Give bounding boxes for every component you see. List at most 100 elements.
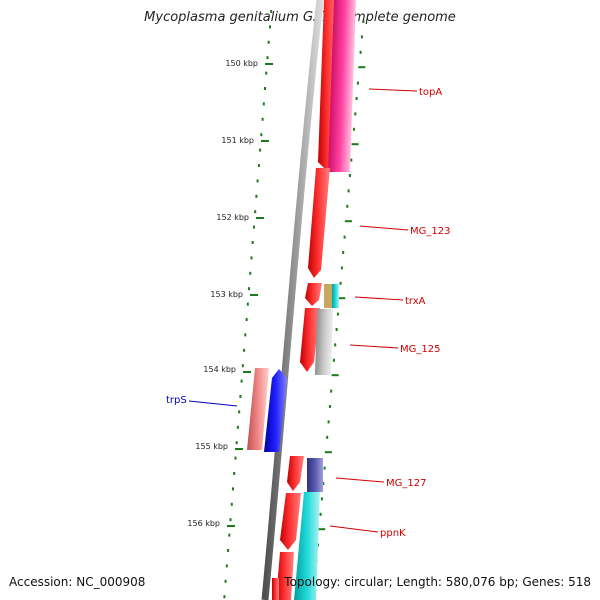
tick-dot [241,364,244,368]
gene-ppnK-block[interactable] [272,492,320,600]
outer-major-tick [324,451,332,454]
outer-tick-dot [355,97,358,100]
kbp-scale: 150 kbp 151 kbp 152 kbp 153 kbp 154 kbp … [187,59,273,528]
tick-dot [246,302,249,306]
gene-labels: topA MG_123 trxA MG_125 trpS MG_127 ppnK [166,87,450,539]
outer-tick-dot [332,358,335,362]
tick-label: 151 kbp [221,136,254,145]
outer-major-tick [344,220,352,223]
tick-dot [249,271,252,275]
tick-155: 155 kbp [195,442,243,451]
tick-label: 154 kbp [203,365,236,374]
tick-dot [229,518,232,522]
outer-tick-dot [322,482,325,485]
tick-dot [264,87,266,90]
outer-major-tick [351,143,359,146]
outer-major-tick [331,374,339,377]
outer-major-tick [358,66,366,69]
outer-tick-dot [330,389,333,393]
tick-dot [253,225,255,229]
accession-text: Accession: NC_000908 [9,575,146,589]
tick-dot [259,148,262,152]
gene-trpS-block[interactable] [247,368,287,452]
tick-156: 156 kbp [187,519,235,528]
outer-tick-dot [346,204,349,208]
outer-tick-dot [336,312,339,316]
tick-dot [227,549,230,552]
tick-dot [266,56,269,60]
tick-150: 150 kbp [225,59,273,68]
tick-dot [262,102,265,106]
tick-dot [251,241,254,244]
outer-major-tick [318,528,326,531]
tick-dot [269,25,271,29]
tick-dot [261,117,264,121]
gene-MG_125-block[interactable] [300,308,334,375]
gene-label-trpS[interactable]: trpS [166,395,187,406]
genome-backbone [261,0,324,600]
tick-dot [239,395,242,398]
tick-dot [270,10,273,13]
outer-major-tick [338,297,346,300]
outer-tick-dot [323,466,326,470]
map-title: Mycoplasma genitalium G37, complete geno… [144,10,456,25]
tick-dot [234,456,237,460]
outer-tick-dot [359,50,362,54]
tick-151: 151 kbp [221,136,269,145]
outer-tick-dot [334,343,337,347]
gene-MG_127-block[interactable] [287,456,323,492]
gene-label-MG_125[interactable]: MG_125 [400,344,440,355]
genome-summary-text: Topology: circular; Length: 580,076 bp; … [284,575,591,589]
tick-dot [250,256,253,260]
outer-tick-dot [356,81,359,85]
tick-dot [225,564,228,568]
tick-dot [223,595,226,599]
outer-tick-dot [326,435,329,439]
outer-tick-dot [319,512,322,516]
outer-tick-dot [340,266,343,270]
tick-dot [245,318,248,321]
gene-topA-blocks[interactable] [318,0,356,172]
tick-dot [230,502,233,506]
outer-tick-dot [362,20,365,23]
gene-MG_123-block[interactable] [308,168,330,278]
tick-dot [260,133,263,137]
tick-dot [255,194,258,198]
tick-dot [244,333,247,337]
gene-label-MG_123[interactable]: MG_123 [410,226,450,237]
tick-dot [248,287,250,291]
gene-trxA-block[interactable] [305,283,339,308]
outer-tick-dot [328,405,331,408]
tick-dot [236,425,239,429]
tick-dot [224,579,227,583]
tick-dot [265,71,268,75]
tick-154: 154 kbp [203,365,251,374]
tick-label: 155 kbp [195,442,228,451]
gene-label-leaders [188,88,418,533]
tick-dot [243,348,246,352]
outer-tick-dot [342,251,345,254]
tick-dot [256,179,259,183]
tick-label: 150 kbp [225,59,258,68]
gene-label-MG_127[interactable]: MG_127 [386,478,426,489]
gene-label-trxA[interactable]: trxA [405,296,426,307]
tick-153: 153 kbp [210,290,258,299]
tick-dot [267,40,270,44]
tick-label: 156 kbp [187,519,220,528]
gene-label-topA[interactable]: topA [419,87,442,98]
outer-tick-dot [339,281,342,285]
tick-label: 153 kbp [210,290,243,299]
tick-152: 152 kbp [216,213,264,222]
tick-dot [233,472,236,475]
outer-tick-dot [327,420,330,424]
tick-dot [257,164,260,167]
outer-tick-dot [335,328,338,331]
gene-label-ppnK[interactable]: ppnK [380,528,406,539]
outer-tick-dot [348,174,351,177]
tick-dot [240,379,243,383]
outer-tick-dot [320,497,323,501]
outer-tick-dot [360,35,363,39]
tick-dot [238,410,241,414]
